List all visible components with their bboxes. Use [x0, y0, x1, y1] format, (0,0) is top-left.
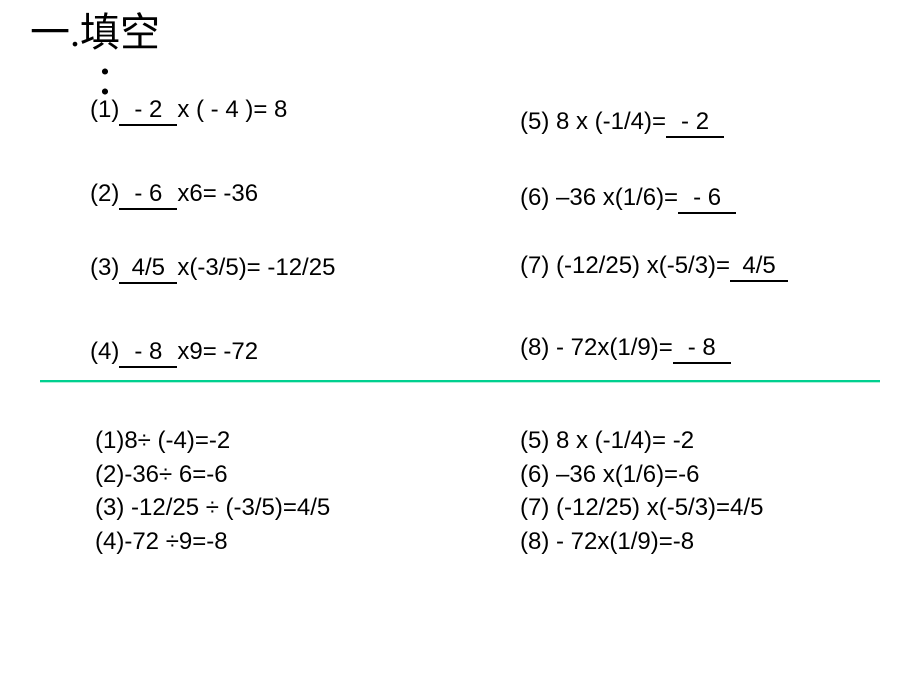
problem-left-4: (4)- 8x9= -72 — [90, 338, 258, 368]
solution-left-4: (4)-72 ÷9=-8 — [95, 525, 330, 559]
answer-blank: - 2 — [119, 96, 177, 126]
answer-blank: - 8 — [673, 334, 731, 364]
answer-blank: - 2 — [666, 108, 724, 138]
problem-right-5: (5) 8 x (-1/4)=- 2 — [520, 108, 724, 138]
bottom-right-column: (5) 8 x (-1/4)= -2(6) –36 x(1/6)=-6(7) (… — [520, 424, 763, 558]
problem-right-8: (8) - 72x(1/9)=- 8 — [520, 334, 731, 364]
problem-expression: (7) (-12/25) x(-5/3)= — [520, 252, 730, 279]
solution-right-8: (8) - 72x(1/9)=-8 — [520, 525, 763, 559]
solution-left-1: (1)8÷ (-4)=-2 — [95, 424, 330, 458]
problem-expression: (5) 8 x (-1/4)= — [520, 108, 666, 135]
problem-number: (3) — [90, 254, 119, 281]
answer-blank: 4/5 — [730, 252, 788, 282]
solution-left-2: (2)-36÷ 6=-6 — [95, 458, 330, 492]
answer-blank: - 8 — [119, 338, 177, 368]
problem-expression: x6= -36 — [177, 180, 258, 207]
solution-left-3: (3) -12/25 ÷ (-3/5)=4/5 — [95, 491, 330, 525]
horizontal-divider — [40, 380, 880, 383]
problem-expression: (8) - 72x(1/9)= — [520, 334, 673, 361]
problem-right-7: (7) (-12/25) x(-5/3)=4/5 — [520, 252, 788, 282]
solution-right-7: (7) (-12/25) x(-5/3)=4/5 — [520, 491, 763, 525]
problem-number: (1) — [90, 96, 119, 123]
problem-left-3: (3)4/5x(-3/5)= -12/25 — [90, 254, 335, 284]
problem-number: (2) — [90, 180, 119, 207]
problem-expression: x ( - 4 )= 8 — [177, 96, 287, 123]
solution-right-5: (5) 8 x (-1/4)= -2 — [520, 424, 763, 458]
answer-blank: - 6 — [678, 184, 736, 214]
problem-left-1: (1)- 2x ( - 4 )= 8 — [90, 96, 287, 126]
problem-left-2: (2)- 6x6= -36 — [90, 180, 258, 210]
answer-blank: 4/5 — [119, 254, 177, 284]
problem-right-6: (6) –36 x(1/6)=- 6 — [520, 184, 736, 214]
bottom-left-column: (1)8÷ (-4)=-2(2)-36÷ 6=-6(3) -12/25 ÷ (-… — [95, 424, 330, 558]
problem-expression: x(-3/5)= -12/25 — [177, 254, 335, 281]
problem-number: (4) — [90, 338, 119, 365]
problem-expression: (6) –36 x(1/6)= — [520, 184, 678, 211]
answer-blank: - 6 — [119, 180, 177, 210]
problem-expression: x9= -72 — [177, 338, 258, 365]
solution-right-6: (6) –36 x(1/6)=-6 — [520, 458, 763, 492]
